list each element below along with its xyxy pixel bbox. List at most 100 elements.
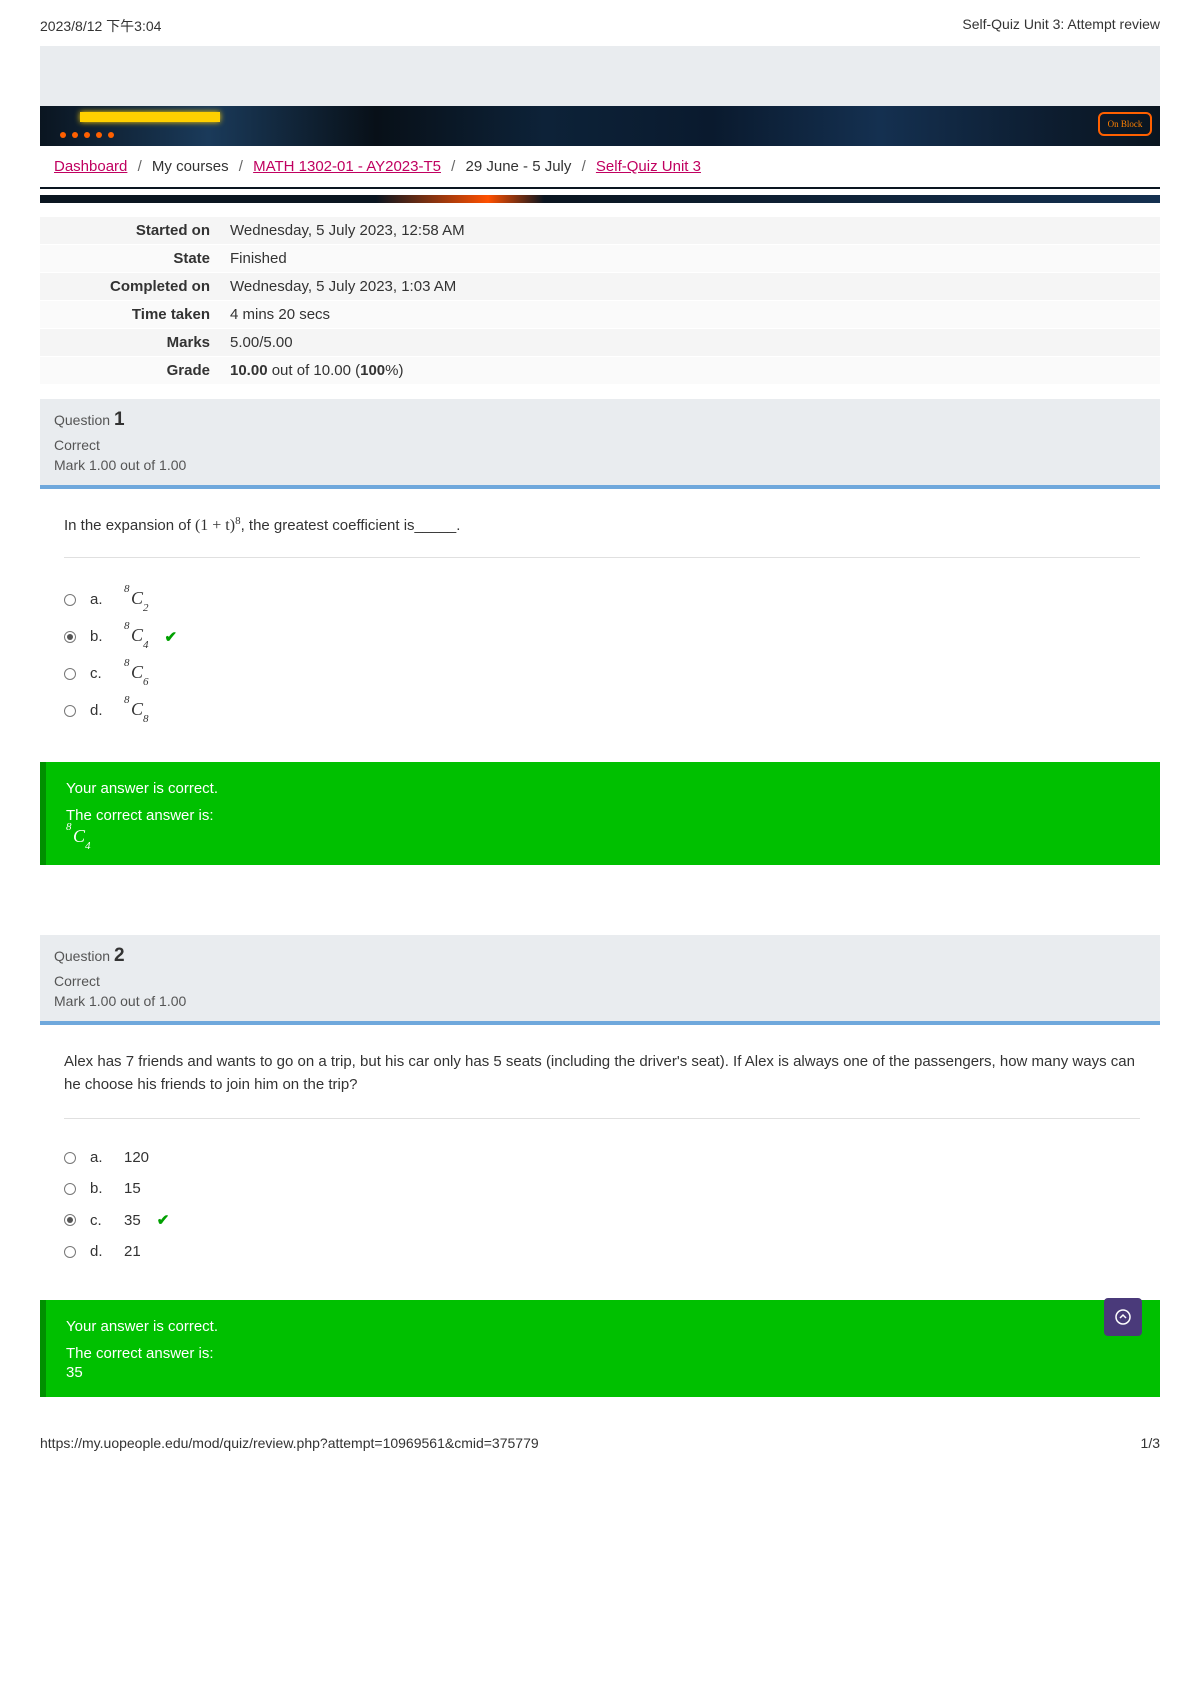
summary-grade-value: 10.00 out of 10.00 (100%) — [220, 357, 1160, 385]
scroll-top-button[interactable] — [1104, 1298, 1142, 1336]
option-letter: b. — [90, 628, 110, 645]
breadcrumb-quiz[interactable]: Self-Quiz Unit 3 — [596, 158, 701, 175]
radio-icon — [64, 1214, 76, 1226]
question-number: 1 — [114, 409, 125, 430]
print-timestamp: 2023/8/12 下午3:04 — [40, 16, 161, 36]
question-text: In the expansion of (1 + t)8, the greate… — [64, 515, 1140, 558]
question-status: Correct — [54, 973, 1146, 989]
option-row[interactable]: b. 8C4 ✔ — [64, 625, 1140, 648]
breadcrumb-sep: / — [132, 158, 148, 175]
option-value: 120 — [124, 1149, 149, 1166]
banner-badge: On Block — [1098, 112, 1152, 136]
feedback-answer: 8C4 — [66, 826, 1140, 849]
option-value: 8C8 — [124, 699, 149, 722]
question-info: Question 1 Correct Mark 1.00 out of 1.00 — [40, 399, 1160, 485]
breadcrumb-dashboard[interactable]: Dashboard — [54, 158, 127, 175]
radio-icon — [64, 631, 76, 643]
option-value: 8C2 — [124, 588, 149, 611]
option-letter: d. — [90, 702, 110, 719]
options-list: a. 8C2 b. 8C4 ✔ c. 8C6 d. 8C8 — [64, 588, 1140, 722]
feedback-answer-label: The correct answer is: — [66, 807, 1140, 824]
feedback-answer-label: The correct answer is: — [66, 1345, 1140, 1362]
option-row[interactable]: a. 120 — [64, 1149, 1140, 1166]
question-number: 2 — [114, 945, 125, 966]
option-letter: b. — [90, 1180, 110, 1197]
chevron-up-icon — [1115, 1309, 1131, 1325]
question-mark: Mark 1.00 out of 1.00 — [54, 457, 1146, 473]
table-row: Completed onWednesday, 5 July 2023, 1:03… — [40, 273, 1160, 301]
option-row[interactable]: b. 15 — [64, 1180, 1140, 1197]
check-icon: ✔ — [165, 628, 178, 646]
summary-value: 4 mins 20 secs — [220, 301, 1160, 329]
question-2: Question 2 Correct Mark 1.00 out of 1.00… — [40, 935, 1160, 1397]
option-row[interactable]: c. 8C6 — [64, 662, 1140, 685]
attempt-summary-table: Started onWednesday, 5 July 2023, 12:58 … — [40, 217, 1160, 385]
feedback-box: Your answer is correct. The correct answ… — [40, 1300, 1160, 1397]
banner-region: On Block Dashboard / My courses / MATH 1… — [40, 46, 1160, 189]
question-content: Alex has 7 friends and wants to go on a … — [40, 1025, 1160, 1300]
print-header: 2023/8/12 下午3:04 Self-Quiz Unit 3: Attem… — [0, 0, 1200, 46]
option-value: 21 — [124, 1243, 141, 1260]
summary-value: Wednesday, 5 July 2023, 12:58 AM — [220, 217, 1160, 245]
breadcrumb-sep: / — [233, 158, 249, 175]
question-label: Question — [54, 412, 114, 428]
table-row: Started onWednesday, 5 July 2023, 12:58 … — [40, 217, 1160, 245]
breadcrumb-week: 29 June - 5 July — [466, 158, 572, 175]
question-content: In the expansion of (1 + t)8, the greate… — [40, 489, 1160, 762]
summary-label: Marks — [40, 329, 220, 357]
option-row[interactable]: d. 8C8 — [64, 699, 1140, 722]
question-text: Alex has 7 friends and wants to go on a … — [64, 1051, 1140, 1119]
option-letter: a. — [90, 591, 110, 608]
option-value: 8C6 — [124, 662, 149, 685]
print-footer: https://my.uopeople.edu/mod/quiz/review.… — [0, 1417, 1200, 1451]
option-value: 8C4 — [124, 625, 149, 648]
table-row: Time taken4 mins 20 secs — [40, 301, 1160, 329]
option-row[interactable]: c. 35 ✔ — [64, 1211, 1140, 1229]
feedback-correct: Your answer is correct. — [66, 1318, 1140, 1335]
summary-value: 5.00/5.00 — [220, 329, 1160, 357]
option-letter: c. — [90, 1212, 110, 1229]
summary-value: Finished — [220, 245, 1160, 273]
summary-label: Time taken — [40, 301, 220, 329]
banner-bottom-strip — [40, 195, 1160, 203]
summary-value: Wednesday, 5 July 2023, 1:03 AM — [220, 273, 1160, 301]
breadcrumb-course[interactable]: MATH 1302-01 - AY2023-T5 — [253, 158, 441, 175]
breadcrumb-sep: / — [445, 158, 461, 175]
radio-icon — [64, 668, 76, 680]
summary-label: Completed on — [40, 273, 220, 301]
radio-icon — [64, 705, 76, 717]
option-letter: c. — [90, 665, 110, 682]
question-1: Question 1 Correct Mark 1.00 out of 1.00… — [40, 399, 1160, 865]
option-row[interactable]: a. 8C2 — [64, 588, 1140, 611]
table-row: StateFinished — [40, 245, 1160, 273]
feedback-answer: 35 — [66, 1364, 1140, 1381]
feedback-correct: Your answer is correct. — [66, 780, 1140, 797]
question-label: Question — [54, 948, 114, 964]
radio-icon — [64, 594, 76, 606]
options-list: a. 120 b. 15 c. 35 ✔ d. 21 — [64, 1149, 1140, 1260]
radio-icon — [64, 1183, 76, 1195]
option-letter: a. — [90, 1149, 110, 1166]
print-title: Self-Quiz Unit 3: Attempt review — [962, 16, 1160, 36]
table-row: Marks5.00/5.00 — [40, 329, 1160, 357]
footer-url: https://my.uopeople.edu/mod/quiz/review.… — [40, 1435, 539, 1451]
course-banner-image: On Block — [40, 106, 1160, 146]
option-value: 15 — [124, 1180, 141, 1197]
breadcrumb-mycourses: My courses — [152, 158, 229, 175]
breadcrumb-sep: / — [576, 158, 592, 175]
breadcrumb: Dashboard / My courses / MATH 1302-01 - … — [40, 146, 1160, 189]
summary-label: Started on — [40, 217, 220, 245]
table-row: Grade 10.00 out of 10.00 (100%) — [40, 357, 1160, 385]
option-row[interactable]: d. 21 — [64, 1243, 1140, 1260]
footer-page: 1/3 — [1141, 1435, 1160, 1451]
summary-label: State — [40, 245, 220, 273]
option-letter: d. — [90, 1243, 110, 1260]
summary-label: Grade — [40, 357, 220, 385]
option-value: 35 — [124, 1212, 141, 1229]
check-icon: ✔ — [157, 1211, 170, 1229]
question-mark: Mark 1.00 out of 1.00 — [54, 993, 1146, 1009]
question-status: Correct — [54, 437, 1146, 453]
question-info: Question 2 Correct Mark 1.00 out of 1.00 — [40, 935, 1160, 1021]
radio-icon — [64, 1152, 76, 1164]
radio-icon — [64, 1246, 76, 1258]
